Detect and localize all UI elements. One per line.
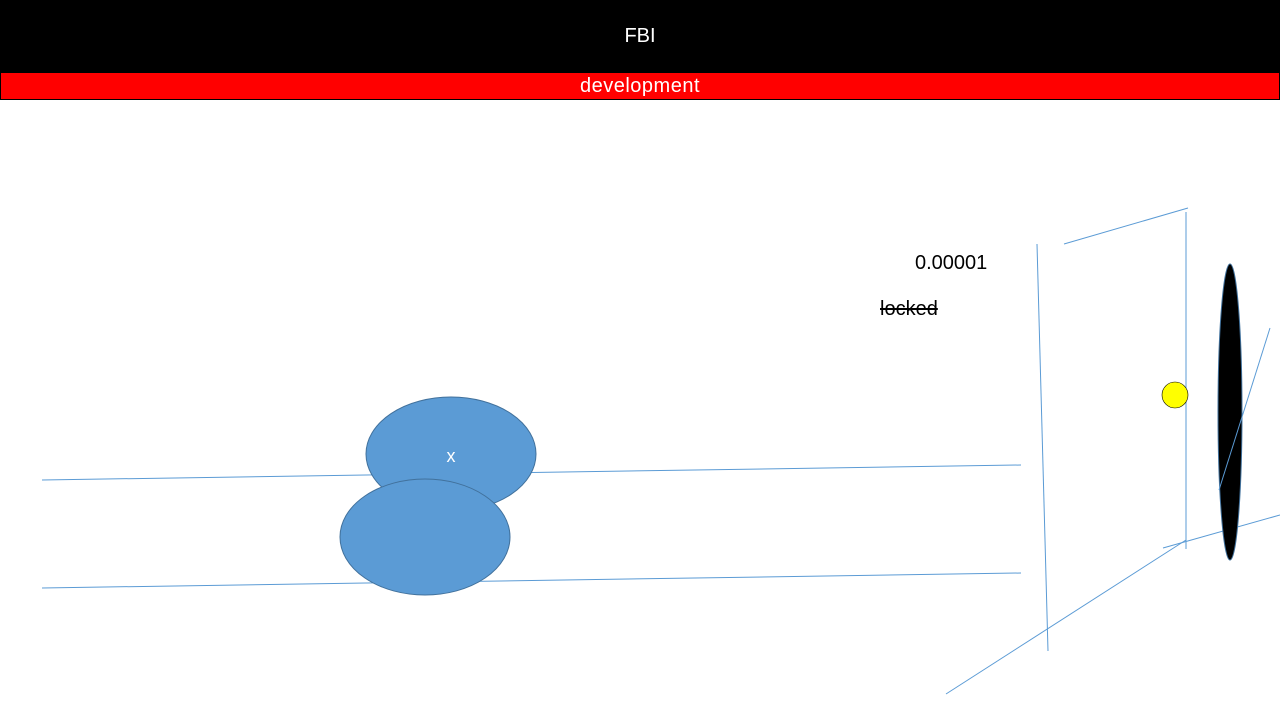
environment-banner: development xyxy=(0,72,1280,100)
locked-status-label: locked xyxy=(880,298,938,320)
frame-bottom-diagonal-line xyxy=(945,539,1187,695)
yellow-marker-circle xyxy=(1161,381,1189,409)
frame-bottom-right-line xyxy=(1162,514,1280,549)
ellipse-node-label: x xyxy=(447,446,456,466)
environment-label: development xyxy=(579,74,701,97)
frame-top-slanted-line xyxy=(1063,207,1189,245)
lower-ellipse-node xyxy=(339,478,511,596)
header-title: FBI xyxy=(624,24,656,47)
value-readout: 0.00001 xyxy=(915,252,988,274)
header-banner: FBI xyxy=(0,0,1280,72)
lower-rail-line xyxy=(41,572,1022,589)
disc-crossing-line xyxy=(1218,327,1271,491)
frame-left-vertical-line xyxy=(1036,243,1049,652)
black-disc xyxy=(1217,263,1243,561)
